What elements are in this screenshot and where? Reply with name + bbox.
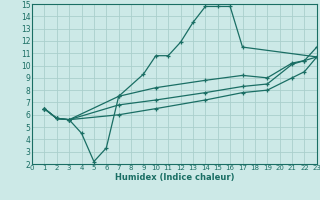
X-axis label: Humidex (Indice chaleur): Humidex (Indice chaleur) bbox=[115, 173, 234, 182]
